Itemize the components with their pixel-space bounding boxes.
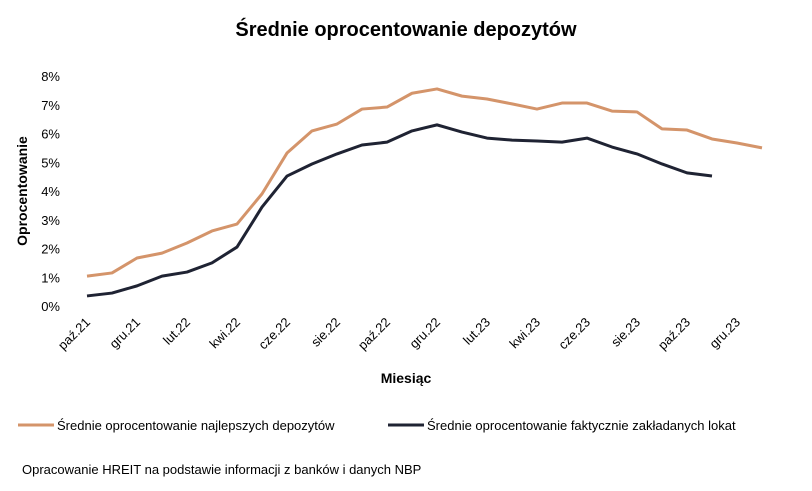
source-note: Opracowanie HREIT na podstawie informacj… (22, 462, 421, 477)
x-tick-label: sie.22 (308, 315, 343, 350)
legend-label: Średnie oprocentowanie faktycznie zakład… (427, 418, 736, 433)
x-tick-label: lut.22 (160, 315, 193, 348)
y-tick-label: 1% (41, 270, 60, 285)
x-tick-label: paź.21 (55, 315, 93, 353)
x-tick-label: cze.22 (255, 315, 293, 353)
y-tick-label: 4% (41, 184, 60, 199)
legend-label: Średnie oprocentowanie najlepszych depoz… (57, 418, 335, 433)
y-tick-label: 7% (41, 98, 60, 113)
y-tick-label: 0% (41, 299, 60, 314)
x-tick-label: sie.23 (608, 315, 643, 350)
x-tick-label: paź.22 (355, 315, 393, 353)
y-tick-label: 3% (41, 213, 60, 228)
x-tick-label: gru.21 (106, 315, 143, 352)
x-tick-label: kwi.23 (506, 315, 543, 352)
y-tick-label: 5% (41, 155, 60, 170)
x-tick-label: gru.23 (706, 315, 743, 352)
x-tick-label: kwi.22 (206, 315, 243, 352)
x-tick-label: gru.22 (406, 315, 443, 352)
x-tick-label: cze.23 (555, 315, 593, 353)
x-tick-label: paź.23 (655, 315, 693, 353)
x-tick-label: lut.23 (460, 315, 493, 348)
x-axis-title: Miesiąc (381, 370, 432, 386)
series-line (86, 87, 763, 278)
series-line (86, 123, 713, 298)
y-tick-label: 2% (41, 242, 60, 257)
y-tick-label: 6% (41, 127, 60, 142)
y-tick-label: 8% (41, 69, 60, 84)
y-axis-title: Oprocentowanie (14, 136, 30, 246)
chart-title: Średnie oprocentowanie depozytów (235, 17, 577, 41)
